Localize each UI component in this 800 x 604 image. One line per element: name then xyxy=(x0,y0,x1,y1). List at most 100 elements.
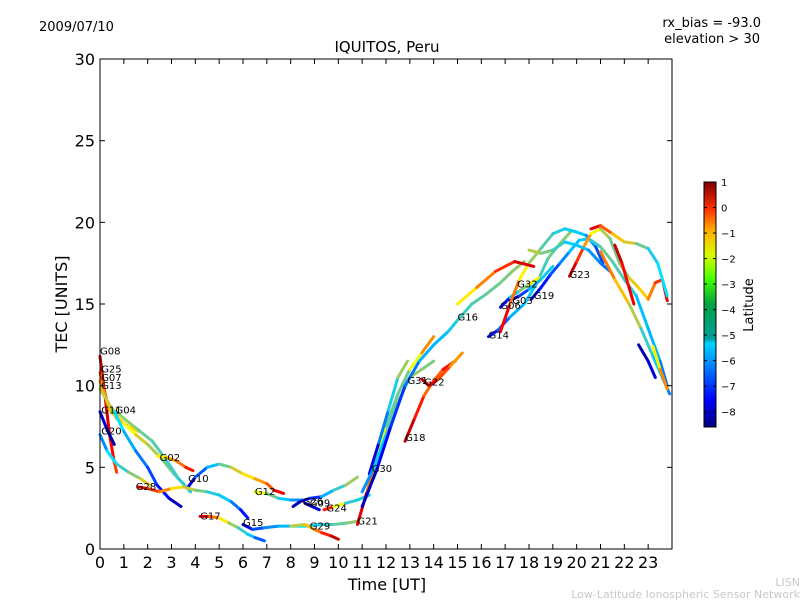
colorbar-tick-label: 1 xyxy=(721,178,727,189)
series-segment xyxy=(563,227,579,234)
series-segment xyxy=(139,477,152,487)
plot-frame xyxy=(99,58,673,550)
series-segment xyxy=(498,295,512,309)
x-axis-label: Time [UT] xyxy=(347,575,426,594)
colorbar-tick-label: −1 xyxy=(721,229,736,240)
series-segment xyxy=(599,227,612,241)
series-segment xyxy=(372,433,388,469)
series-segment xyxy=(529,286,543,301)
series-segment xyxy=(329,534,340,541)
series-segment xyxy=(217,462,233,469)
series-G28 xyxy=(136,485,250,520)
satellite-label: G07 xyxy=(101,373,121,384)
series-segment xyxy=(627,302,643,330)
series-segment xyxy=(241,523,255,531)
y-tick-label: 30 xyxy=(75,50,95,69)
satellite-label: G03 xyxy=(512,296,532,307)
x-axis: 0 1 2 3 4 5 6 7 8 9 10 11 12 13 14 15 16 17 18 19 20 21 22 23 xyxy=(95,59,658,572)
series-segment xyxy=(360,465,376,494)
series-segment xyxy=(498,269,514,285)
series-G29 xyxy=(289,523,340,541)
colorbar-tick-label: −5 xyxy=(721,331,736,342)
satellite-label: G18 xyxy=(405,433,425,444)
series-segment xyxy=(360,469,378,509)
series-segment xyxy=(112,410,126,433)
series-segment xyxy=(115,462,131,474)
x-tick-label: 5 xyxy=(214,553,224,572)
y-tick-label: 0 xyxy=(85,540,95,559)
series-segment xyxy=(646,359,657,379)
series-segment xyxy=(436,364,452,381)
y-axis: 0 5 10 15 20 25 30 xyxy=(75,50,672,559)
series-segment xyxy=(610,260,626,281)
series-segment xyxy=(386,376,400,412)
series-segment xyxy=(229,465,245,476)
series-segment xyxy=(403,416,417,443)
y-tick-label: 20 xyxy=(75,213,95,232)
satellite-label: G30 xyxy=(372,464,392,475)
series-segment xyxy=(527,246,543,265)
satellite-label: G26 xyxy=(303,497,323,508)
series-segment xyxy=(594,245,605,265)
series-segment xyxy=(470,292,488,306)
series-segment xyxy=(253,536,266,543)
x-tick-label: 4 xyxy=(190,553,200,572)
satellite-label: G23 xyxy=(570,270,590,281)
series-segment xyxy=(658,367,669,391)
series-segment xyxy=(498,302,512,334)
series-segment xyxy=(174,459,188,469)
series-segment xyxy=(367,441,381,476)
x-tick-label: 14 xyxy=(423,553,443,572)
series-segment xyxy=(160,457,176,476)
series-segment xyxy=(589,227,602,236)
series-segment xyxy=(110,407,126,420)
satellite-label: G31 xyxy=(407,376,427,387)
colorbar xyxy=(703,181,717,428)
x-tick-label: 11 xyxy=(352,553,372,572)
series-segment xyxy=(346,519,359,525)
series-segment xyxy=(527,276,541,286)
colorbar-tick-label: −7 xyxy=(721,382,736,393)
series-segment xyxy=(98,387,114,411)
x-tick-label: 23 xyxy=(638,553,658,572)
series-segment xyxy=(167,496,183,509)
x-tick-label: 13 xyxy=(400,553,420,572)
series-G11 xyxy=(98,410,116,446)
series-segment xyxy=(396,359,409,379)
series-segment xyxy=(251,526,266,531)
series-segment xyxy=(517,287,531,298)
x-tick-label: 6 xyxy=(238,553,248,572)
satellite-label: G12 xyxy=(255,487,275,498)
satellite-label: G13 xyxy=(101,381,121,392)
series-segment xyxy=(262,524,281,530)
series-segment xyxy=(396,367,412,396)
series-segment xyxy=(320,488,336,499)
series-segment xyxy=(227,521,240,530)
satellite-label: G11 xyxy=(101,405,121,416)
series-G35 xyxy=(651,344,669,391)
series-segment xyxy=(494,260,517,273)
series-segment xyxy=(508,302,526,319)
series-segment xyxy=(403,359,421,388)
series-segment xyxy=(599,224,614,236)
y-tick-label: 10 xyxy=(75,377,95,396)
series-segment xyxy=(217,516,231,525)
series-segment xyxy=(377,408,390,445)
series-segment xyxy=(420,335,436,355)
series-segment xyxy=(122,416,140,432)
satellite-label: G17 xyxy=(200,512,220,523)
series-segment xyxy=(513,260,536,268)
series-segment xyxy=(539,232,555,250)
satellite-label: G19 xyxy=(534,291,554,302)
series-segment xyxy=(181,485,197,492)
series-segment xyxy=(639,327,655,358)
satellite-label: G20 xyxy=(101,427,121,438)
series-segment xyxy=(98,433,109,453)
series-segment xyxy=(389,384,407,428)
series-G36 xyxy=(613,243,636,306)
series-segment xyxy=(134,433,150,446)
series-G05 xyxy=(589,224,669,298)
series-segment xyxy=(277,496,293,502)
series-segment xyxy=(122,429,138,453)
series-segment xyxy=(184,465,195,473)
